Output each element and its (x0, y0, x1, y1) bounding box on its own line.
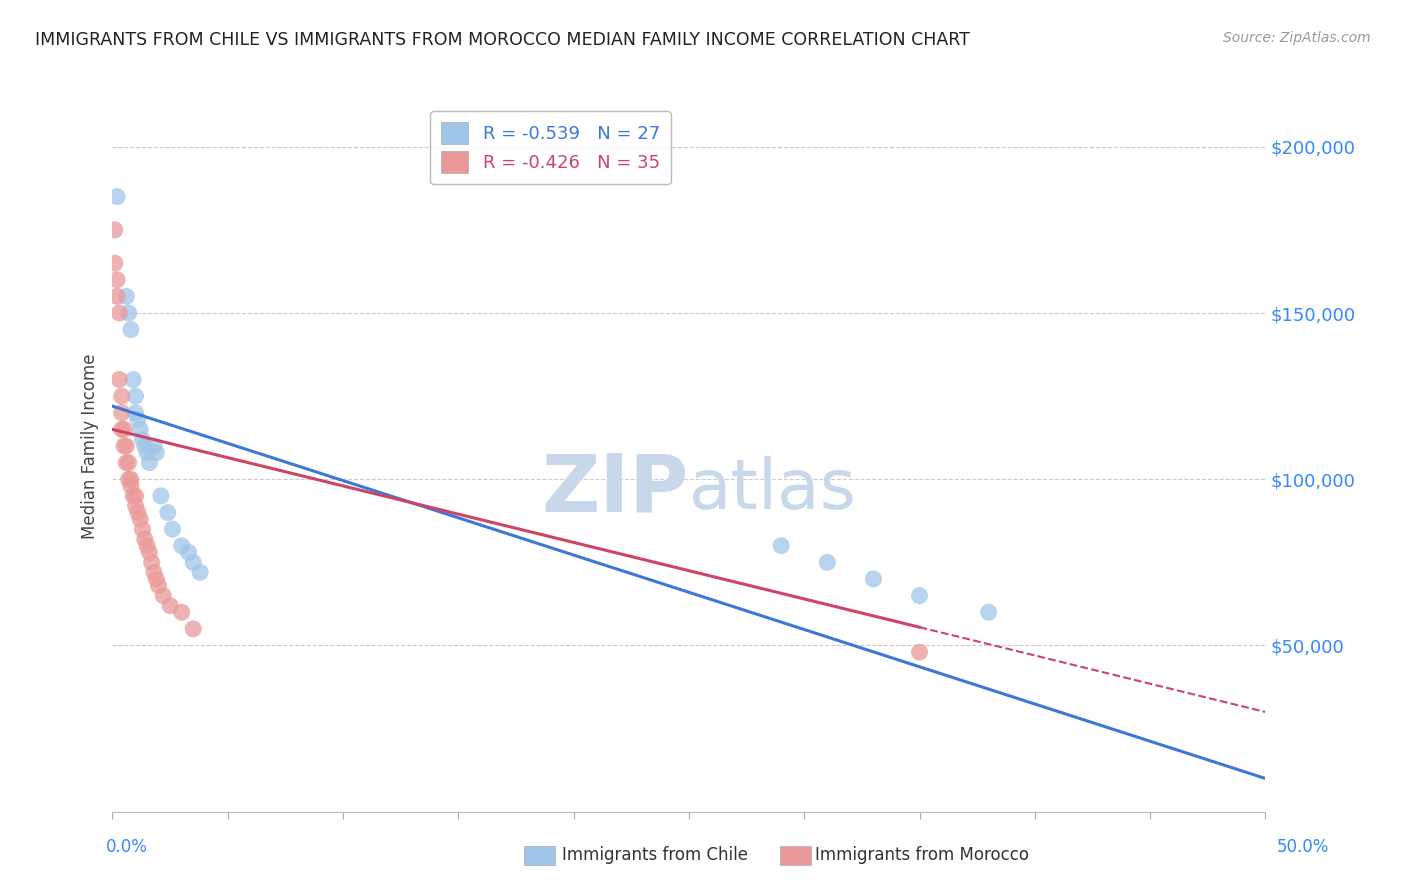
Point (129, 512, 152, 526)
Point (104, 256, 127, 270)
Point (111, 406, 134, 420)
Text: Immigrants from Chile: Immigrants from Chile (562, 846, 748, 863)
Point (129, 422, 152, 436)
Text: atlas: atlas (689, 457, 856, 524)
Point (124, 499, 146, 513)
Point (108, 306, 131, 320)
Point (131, 522, 153, 536)
Point (120, 479, 142, 493)
Point (105, 273, 128, 287)
Text: Immigrants from Morocco: Immigrants from Morocco (815, 846, 1029, 863)
Text: Source: ZipAtlas.com: Source: ZipAtlas.com (1223, 31, 1371, 45)
Point (136, 539, 159, 553)
Point (134, 532, 156, 546)
Point (159, 599, 181, 613)
Point (815, 555, 838, 569)
Point (136, 445, 159, 459)
Point (117, 456, 139, 470)
Y-axis label: Median Family Income: Median Family Income (80, 353, 98, 539)
Point (112, 422, 135, 436)
Point (162, 522, 184, 536)
Point (148, 579, 170, 593)
Point (127, 506, 149, 520)
Text: 0.0%: 0.0% (105, 838, 148, 855)
Text: ZIP: ZIP (541, 450, 689, 529)
Point (105, 289, 128, 303)
Point (104, 223, 127, 237)
Point (131, 433, 153, 447)
Point (115, 289, 138, 303)
Point (122, 372, 145, 386)
Point (127, 412, 149, 426)
Point (188, 566, 211, 580)
Point (117, 472, 139, 486)
Point (908, 645, 931, 659)
Point (120, 323, 142, 337)
Point (770, 539, 793, 553)
Point (149, 489, 172, 503)
Point (141, 555, 163, 569)
Point (977, 605, 1000, 619)
Point (170, 605, 193, 619)
Point (908, 589, 931, 603)
Point (111, 389, 134, 403)
Point (117, 306, 139, 320)
Point (170, 539, 193, 553)
Point (115, 439, 138, 453)
Point (138, 545, 160, 559)
Point (124, 406, 146, 420)
Point (156, 506, 179, 520)
Point (143, 566, 166, 580)
Point (138, 456, 160, 470)
Point (181, 555, 204, 569)
Point (105, 189, 128, 203)
Point (181, 622, 204, 636)
Point (120, 472, 142, 486)
Point (112, 439, 135, 453)
Point (143, 439, 166, 453)
Point (134, 439, 156, 453)
Point (145, 445, 167, 459)
Point (862, 572, 884, 586)
Point (122, 489, 145, 503)
Legend: R = -0.539   N = 27, R = -0.426   N = 35: R = -0.539 N = 27, R = -0.426 N = 35 (430, 112, 671, 184)
Text: IMMIGRANTS FROM CHILE VS IMMIGRANTS FROM MOROCCO MEDIAN FAMILY INCOME CORRELATIO: IMMIGRANTS FROM CHILE VS IMMIGRANTS FROM… (35, 31, 970, 49)
Point (115, 456, 138, 470)
FancyBboxPatch shape (524, 846, 555, 865)
Text: 50.0%: 50.0% (1277, 838, 1329, 855)
Point (108, 372, 131, 386)
Point (124, 489, 146, 503)
Point (111, 422, 134, 436)
Point (177, 545, 200, 559)
FancyBboxPatch shape (780, 846, 811, 865)
Point (145, 572, 167, 586)
Point (124, 389, 146, 403)
Point (152, 589, 174, 603)
